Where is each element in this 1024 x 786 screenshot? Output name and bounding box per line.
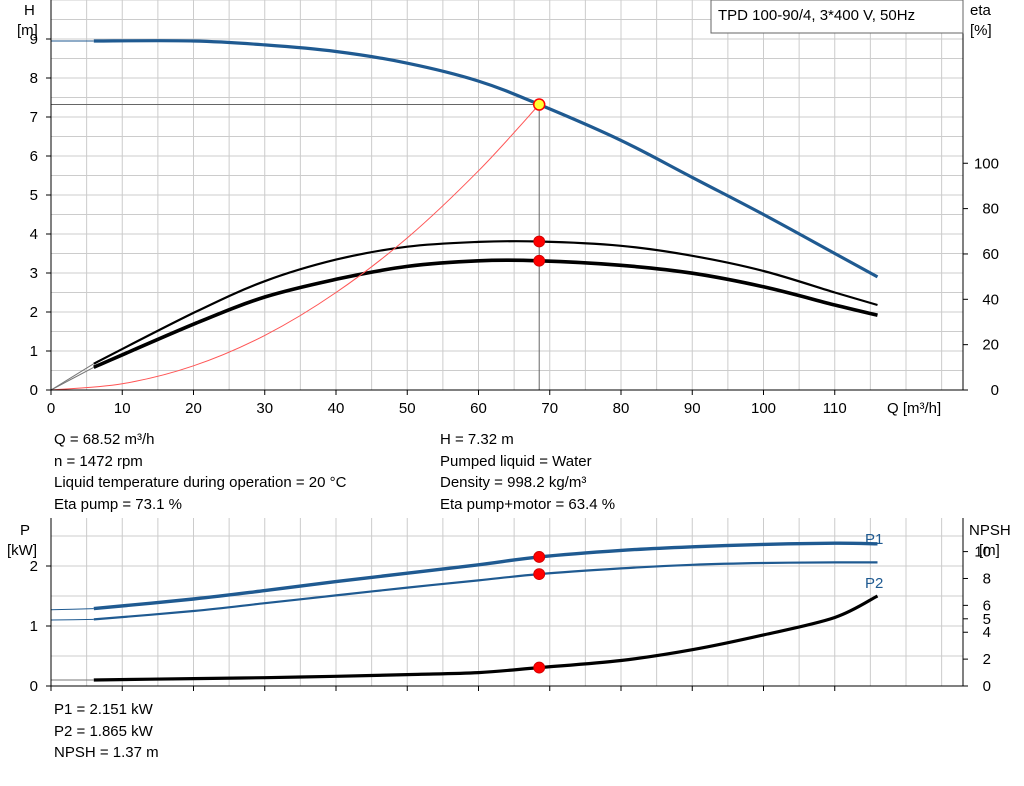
- bottom-duty-point: [533, 661, 546, 674]
- top-x-tick-label: 110: [823, 400, 847, 417]
- top-y-tick-label: 6: [30, 148, 38, 165]
- top-y2-tick-label: 0: [991, 382, 999, 399]
- bottom-y2-label-npsh-unit: [m]: [979, 542, 1000, 559]
- info-top-left: Q = 68.52 m³/h n = 1472 rpm Liquid tempe…: [54, 429, 346, 515]
- info-bottom: P1 = 2.151 kW P2 = 1.865 kW NPSH = 1.37 …: [54, 699, 159, 764]
- top-duty-point: [533, 235, 546, 248]
- bottom-y2-tick-label: 10: [974, 544, 991, 561]
- info-p1: P1 = 2.151 kW: [54, 701, 153, 718]
- bottom-y-tick-label: 1: [30, 618, 38, 635]
- points-layer: [532, 98, 546, 674]
- top-series-system: [50, 104, 540, 391]
- top-duty-point: [533, 254, 546, 267]
- series-label-p2: P2: [865, 575, 883, 592]
- top-x-tick-label: 10: [114, 400, 131, 417]
- bottom-y2-tick-label: 8: [983, 570, 991, 587]
- info-liquid-temperature: Liquid temperature during operation = 20…: [54, 474, 347, 491]
- bottom-y2-tick-label: 0: [983, 678, 991, 695]
- top-y2-tick-label: 60: [982, 246, 999, 263]
- top-y2-label-eta: eta: [970, 2, 992, 19]
- series-label-p1: P1: [865, 531, 883, 548]
- labels-layer: 0 10 20 30 40 50 60 70 80 90 100 110012345678902040…: [30, 31, 999, 695]
- info-pumped-liquid: Pumped liquid = Water: [440, 452, 592, 470]
- bottom-y-label-p-unit: [kW]: [7, 542, 37, 559]
- info-npsh: NPSH = 1.37 m: [54, 744, 159, 761]
- top-y-tick-label: 3: [30, 265, 38, 282]
- info-eta-pump: Eta pump = 73.1 %: [54, 495, 182, 513]
- axes-layer: [46, 0, 968, 691]
- top-y2-label-eta-unit: [%]: [970, 22, 992, 39]
- top-series-eta_thin: [93, 240, 878, 365]
- bottom-y2-tick-label: 4: [983, 624, 991, 641]
- bottom-series-p1: [93, 541, 878, 611]
- bottom-series-p1-lead: [50, 608, 94, 611]
- top-series-head: [93, 39, 879, 279]
- top-y-tick-label: 5: [30, 187, 38, 204]
- bottom-y-label-p: P: [20, 522, 30, 539]
- top-y-label-h-unit: [m]: [17, 22, 38, 39]
- top-x-tick-label: 60: [470, 400, 487, 417]
- curves-layer: [50, 39, 879, 682]
- top-x-tick-label: 40: [328, 400, 345, 417]
- bottom-series-npsh: [93, 594, 879, 682]
- top-y-tick-label: 9: [30, 31, 38, 48]
- info-top-right: H = 7.32 m Pumped liquid = Water Density…: [440, 429, 615, 515]
- top-series-eta_thick: [93, 258, 878, 369]
- info-eta-pump-motor: Eta pump+motor = 63.4 %: [440, 495, 616, 513]
- info-density: Density = 998.2 kg/m³: [440, 474, 587, 491]
- top-y-tick-label: 2: [30, 304, 38, 321]
- bottom-y-tick-label: 0: [30, 678, 38, 695]
- bottom-y2-tick-label: 6: [983, 597, 991, 614]
- top-series-eta_thick-lead: [50, 366, 95, 391]
- top-x-tick-label: 100: [751, 400, 776, 417]
- info-head: H = 7.32 m: [440, 431, 514, 448]
- top-x-tick-label: 30: [256, 400, 273, 417]
- top-y-tick-label: 1: [30, 343, 38, 360]
- top-y-tick-label: 8: [30, 70, 38, 87]
- bottom-series-p2-lead: [50, 618, 94, 621]
- info-p2: P2 = 1.865 kW: [54, 722, 153, 740]
- top-duty-point-head: [532, 98, 546, 111]
- bottom-y2-label-npsh: NPSH: [969, 522, 1011, 539]
- bottom-chart-grid: [51, 518, 963, 686]
- bottom-y-tick-label: 2: [30, 558, 38, 575]
- info-speed: n = 1472 rpm: [54, 452, 143, 470]
- top-y2-tick-label: 80: [982, 201, 999, 218]
- bottom-duty-point: [533, 551, 546, 563]
- top-y2-tick-label: 100: [974, 155, 999, 172]
- bottom-duty-point: [533, 568, 546, 580]
- info-flow: Q = 68.52 m³/h: [54, 431, 155, 448]
- bottom-y2-tick-label: 2: [983, 651, 991, 668]
- top-x-tick-label: 70: [541, 400, 558, 417]
- bottom-y2-tick-label: 5: [983, 611, 991, 628]
- top-y-tick-label: 4: [30, 226, 38, 243]
- top-y2-tick-label: 40: [982, 291, 999, 308]
- legend-box: [710, 0, 964, 34]
- top-y-label-h: H: [24, 2, 35, 19]
- bottom-series-p2: [93, 561, 878, 621]
- top-x-tick-label: 0: [47, 400, 55, 417]
- top-x-tick-label: 90: [684, 400, 701, 417]
- top-y2-tick-label: 20: [982, 337, 999, 354]
- top-x-tick-label: 50: [399, 400, 416, 417]
- top-x-tick-label: 80: [613, 400, 630, 417]
- top-x-label: Q [m³/h]: [887, 400, 941, 417]
- top-y-tick-label: 0: [30, 382, 38, 399]
- top-y-tick-label: 7: [30, 109, 38, 126]
- legend-box-text: TPD 100-90/4, 3*400 V, 50Hz: [718, 7, 915, 24]
- top-x-tick-label: 20: [185, 400, 202, 417]
- top-chart-grid: [51, 0, 963, 390]
